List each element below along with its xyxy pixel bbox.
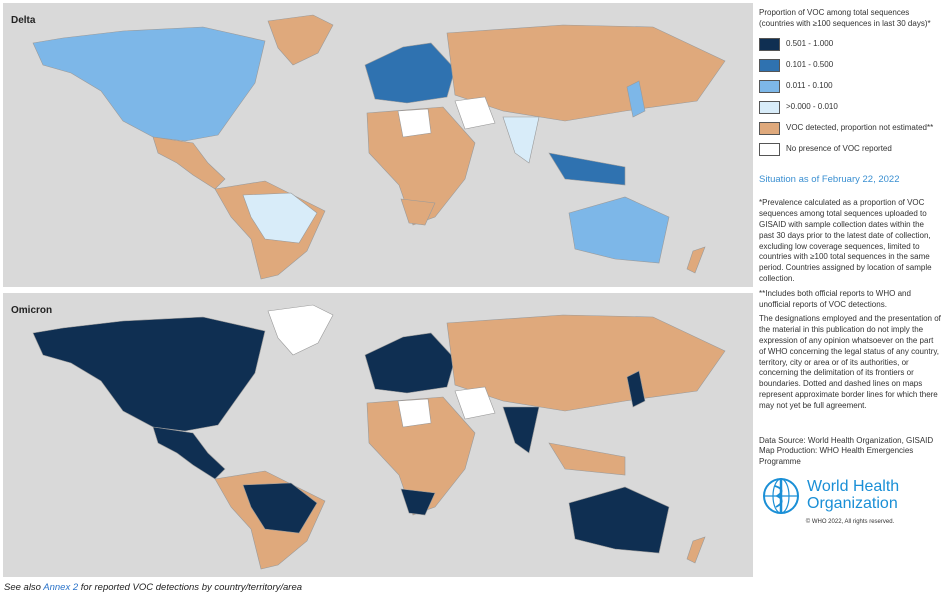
legend-swatch <box>759 142 780 156</box>
country-region <box>242 192 318 244</box>
who-emblem <box>763 477 799 514</box>
country-region <box>502 406 540 454</box>
source-line: Map Production: WHO Health Emergencies P… <box>759 446 914 467</box>
legend-label: >0.000 - 0.010 <box>786 101 838 111</box>
legend-item: >0.000 - 0.010 <box>759 97 941 118</box>
legend-label: 0.011 - 0.100 <box>786 80 833 90</box>
annex-link[interactable]: Annex 2 <box>43 582 79 593</box>
country-region <box>267 304 334 356</box>
legend-label: VOC detected, proportion not estimated** <box>786 122 934 132</box>
country-region <box>397 108 432 138</box>
maps: Delta Omicron <box>3 3 753 577</box>
country-region <box>548 152 626 186</box>
country-region <box>686 536 706 564</box>
country-region <box>366 396 476 516</box>
footer-text: for reported VOC detections by country/t… <box>78 582 303 593</box>
country-region <box>502 116 540 164</box>
legend-swatch <box>759 79 780 93</box>
country-region <box>364 42 456 104</box>
country-region <box>626 370 646 408</box>
map-label: Delta <box>11 15 36 26</box>
disclaimer: The designations employed and the presen… <box>759 314 941 410</box>
note: **Includes both official reports to WHO … <box>759 288 911 309</box>
country-region <box>366 106 476 226</box>
country-region <box>454 386 496 420</box>
situation-date: Situation as of February 22, 2022 <box>759 173 900 185</box>
country-region <box>364 332 456 394</box>
legend-swatch <box>759 100 780 114</box>
map-label: Omicron <box>11 305 52 316</box>
legend-subtitle: (countries with ≥100 sequences in last 3… <box>759 18 931 28</box>
legend-item: 0.501 - 1.000 <box>759 34 941 55</box>
source: Data Source: World Health Organization, … <box>759 436 941 468</box>
legend: 0.501 - 1.000 0.101 - 0.500 0.011 - 0.100 >… <box>759 34 941 160</box>
world-map: Omicron <box>3 293 753 577</box>
logo-text: World Health <box>807 478 900 496</box>
note: *Prevalence calculated as a proportion o… <box>759 198 932 283</box>
legend-label: 0.101 - 0.500 <box>786 59 834 69</box>
legend-item: 0.011 - 0.100 <box>759 76 941 97</box>
country-region <box>568 486 670 554</box>
legend-item: 0.101 - 0.500 <box>759 55 941 76</box>
source-line: Data Source: World Health Organization, … <box>759 435 934 445</box>
footer: See also Annex 2 for reported VOC detect… <box>4 582 302 593</box>
country-region <box>242 482 318 534</box>
country-region <box>400 488 436 516</box>
who-logo: World Health Organization <box>759 476 941 516</box>
legend-swatch <box>759 58 780 72</box>
country-region <box>686 246 706 274</box>
legend-label: No presence of VOC reported <box>786 143 892 153</box>
legend-swatch <box>759 37 780 51</box>
world-map: Delta <box>3 3 753 287</box>
country-region <box>454 96 496 130</box>
country-region <box>32 316 266 432</box>
legend-label: 0.501 - 1.000 <box>786 38 834 48</box>
country-region <box>548 442 626 476</box>
country-region <box>32 26 266 142</box>
legend-title: Proportion of VOC among total sequences <box>759 8 910 17</box>
country-region <box>400 198 436 226</box>
country-region <box>568 196 670 264</box>
legend-item: VOC detected, proportion not estimated** <box>759 118 941 139</box>
country-region <box>397 398 432 428</box>
copyright: © WHO 2022, All rights reserved. <box>805 518 895 525</box>
country-region <box>267 14 334 66</box>
legend-item: No presence of VOC reported <box>759 139 941 160</box>
legend-swatch <box>759 121 780 135</box>
side-panel: Proportion of VOC among total sequences … <box>759 8 941 526</box>
logo-text: Organization <box>807 494 898 512</box>
footer-text: See also <box>4 582 44 593</box>
country-region <box>626 80 646 118</box>
